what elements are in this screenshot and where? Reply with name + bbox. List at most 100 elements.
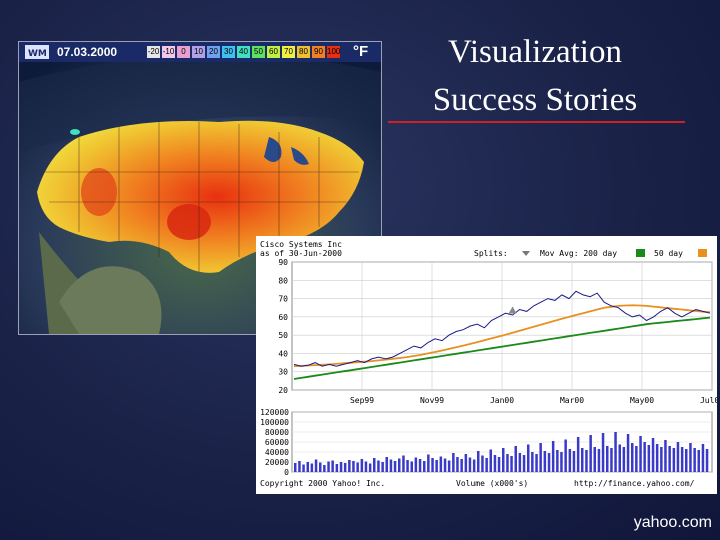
title-divider <box>388 121 685 123</box>
map-unit: °F <box>353 43 369 60</box>
legend-cell: 70 <box>282 46 295 58</box>
legend-cell: 90 <box>312 46 325 58</box>
volume-bar <box>560 452 563 472</box>
volume-bar <box>635 446 638 472</box>
volume-bar <box>556 450 559 472</box>
volume-bar <box>601 433 605 472</box>
mov-avg-swatch <box>636 249 645 257</box>
volume-bar <box>481 455 484 472</box>
stock-chart-panel: Cisco Systems Inc as of 30-Jun-2000 Splits… <box>256 236 720 494</box>
fifty-day-swatch <box>698 249 707 257</box>
volume-bar <box>518 453 522 472</box>
price-y-tick: 40 <box>278 349 288 358</box>
volume-bar <box>339 462 343 472</box>
series-line-200-day <box>293 316 711 380</box>
chart-source-url: http://finance.yahoo.com/ <box>574 479 695 488</box>
volume-bar <box>423 461 426 472</box>
splits-label: Splits: <box>474 249 508 258</box>
volume-bar <box>606 446 609 472</box>
volume-bar <box>447 460 451 472</box>
volume-bar <box>393 461 397 472</box>
volume-bar <box>356 462 359 472</box>
slide-title-line1: Visualization <box>448 34 622 70</box>
volume-bar <box>647 445 651 472</box>
volume-bar <box>343 463 347 472</box>
slide-title: Visualization Success Stories <box>400 28 670 124</box>
volume-bar <box>468 457 472 472</box>
volume-bar <box>522 455 526 472</box>
volume-bar <box>452 453 455 472</box>
volume-bar <box>373 458 376 472</box>
legend-cell: -10 <box>162 46 175 58</box>
price-x-tick: Jan00 <box>490 396 514 405</box>
legend-cell: 80 <box>297 46 310 58</box>
volume-bar <box>294 463 297 472</box>
volume-bar <box>610 448 613 472</box>
price-x-tick: May00 <box>630 396 654 405</box>
volume-bar <box>631 443 634 472</box>
volume-bar <box>485 458 488 472</box>
volume-bar <box>551 441 555 472</box>
volume-bar <box>651 438 655 472</box>
volume-bar <box>506 454 509 472</box>
volume-bar <box>472 459 476 472</box>
volume-bar <box>593 447 596 472</box>
volume-bar <box>298 461 301 472</box>
volume-bar <box>701 444 705 472</box>
volume-bar <box>581 448 584 472</box>
volume-bar <box>352 461 355 472</box>
volume-bar <box>705 449 709 472</box>
legend-cell: 30 <box>222 46 235 58</box>
volume-bar <box>323 465 326 472</box>
volume-bar <box>685 449 688 472</box>
volume-bar <box>668 446 671 472</box>
volume-bar <box>664 440 667 472</box>
volume-bar <box>543 451 547 472</box>
volume-bar <box>618 444 621 472</box>
volume-bar <box>427 454 430 472</box>
slide-footer: yahoo.com <box>633 514 712 531</box>
volume-bar <box>502 448 505 472</box>
volume-y-tick: 0 <box>284 468 289 477</box>
volume-bar <box>381 462 384 472</box>
volume-bar <box>464 454 468 472</box>
volume-bar <box>639 436 642 472</box>
legend-cell: 20 <box>207 46 220 58</box>
volume-bar <box>680 447 684 472</box>
volume-bar <box>439 456 443 472</box>
legend-cell: -20 <box>147 46 160 58</box>
volume-bar <box>327 461 330 472</box>
volume-bar <box>514 446 517 472</box>
volume-bar <box>377 460 380 472</box>
volume-bar <box>614 432 617 472</box>
price-y-tick: 50 <box>278 331 288 340</box>
volume-bar <box>319 462 322 472</box>
price-y-tick: 90 <box>278 258 288 267</box>
volume-bar <box>364 461 368 472</box>
weather-map: . WM 07.03.2000 -20-10010203040506070809… <box>18 41 382 335</box>
volume-bar <box>547 453 551 472</box>
volume-bar <box>531 452 534 472</box>
volume-bar <box>435 460 438 472</box>
volume-y-tick: 40000 <box>265 448 289 457</box>
price-y-tick: 30 <box>278 368 288 377</box>
volume-bar <box>676 442 680 472</box>
legend-cell: 100 <box>327 46 341 58</box>
volume-bar <box>564 439 567 472</box>
volume-bar <box>568 449 572 472</box>
volume-bar <box>389 459 393 472</box>
slide-title-line2: Success Stories <box>432 82 638 118</box>
volume-bar <box>576 437 580 472</box>
volume-bar <box>348 460 351 472</box>
legend-cell: 40 <box>237 46 250 58</box>
volume-bar <box>539 443 542 472</box>
volume-bar <box>689 443 692 472</box>
price-y-tick: 20 <box>278 386 288 395</box>
legend-cell: 60 <box>267 46 280 58</box>
split-marker <box>508 306 517 314</box>
price-y-tick: 70 <box>278 295 288 304</box>
fifty-day-label: 50 day <box>654 249 683 258</box>
volume-bar <box>460 459 463 472</box>
volume-bar <box>443 458 447 472</box>
